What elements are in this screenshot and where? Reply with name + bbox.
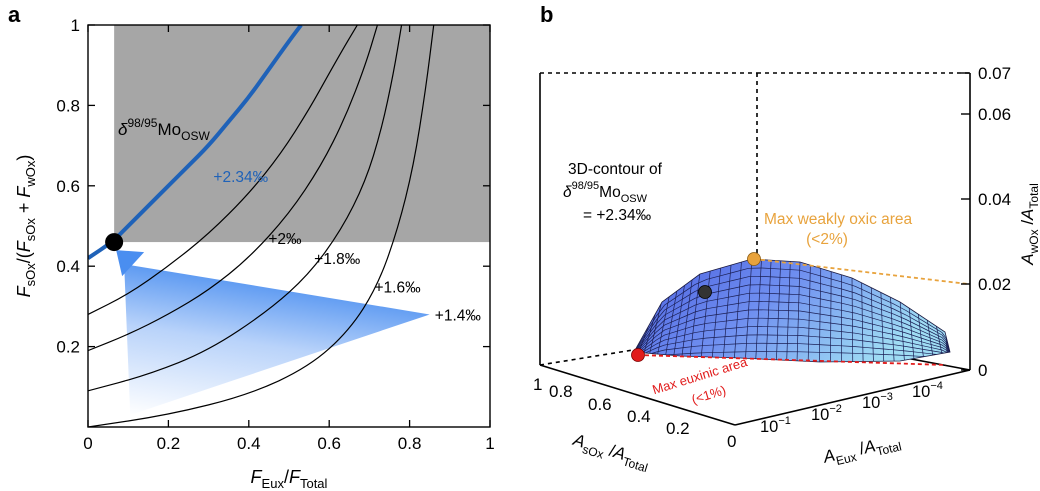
z-axis-ticks	[961, 72, 970, 371]
z-tick-2: 0.04	[978, 190, 1011, 209]
y-tick-3: 0.4	[627, 407, 651, 426]
mesh-line-v-14	[733, 259, 742, 362]
z-tick-0: 0	[978, 361, 987, 380]
mesh-line-h-7	[634, 317, 950, 357]
x-tick-label-4: 0.8	[398, 434, 422, 453]
panel-a: a 0 0.2 0.4 0.6 0.8 1 0.2 0.4 0.6 0.8 1 +2.34‰ +2‰ +…	[8, 2, 495, 491]
mesh-line-v-39	[948, 345, 950, 362]
z-tick-3: 0.06	[978, 105, 1011, 124]
panel-a-frame	[87, 24, 491, 428]
mesh-line-h-8	[634, 326, 950, 358]
series-line-2	[88, 25, 379, 352]
series-label-0: +2.34‰	[213, 169, 268, 186]
x-tick-label-b-1: 10−2	[811, 403, 842, 424]
series-label-3: +1.6‰	[374, 279, 421, 296]
y-tick-2: 0.6	[588, 395, 612, 414]
mesh-line-v-5	[647, 299, 663, 362]
x-tick-label-5: 1	[485, 434, 494, 453]
series-line-1	[88, 25, 358, 315]
mesh-line-h-9	[634, 334, 950, 359]
z-axis-label: AwOx /ATotal	[1018, 183, 1040, 266]
mesh-line-v-30	[899, 299, 905, 362]
mesh-line-v-6	[655, 294, 670, 362]
weakly-oxic-percent: (<2%)	[806, 231, 848, 248]
series-line-3	[88, 25, 403, 392]
shaded-region-label: δ98/95MoOSW	[118, 116, 210, 143]
series-label-4: +1.4‰	[435, 307, 482, 324]
x-tick-label-b-2: 10−3	[862, 391, 893, 412]
x-axis-label: FEux/FTotal	[251, 467, 328, 491]
box-frame	[539, 72, 971, 426]
intersection-marker	[105, 233, 124, 252]
arrow-fan	[124, 264, 430, 415]
surface-point	[698, 285, 712, 299]
x-tick-label-b-0: 10−1	[760, 415, 791, 436]
z-tick-4: 0.07	[978, 64, 1011, 83]
mesh-line-v-13	[722, 262, 732, 362]
weakly-oxic-dashed-line	[753, 258, 969, 285]
mesh-line-h-6	[634, 309, 950, 357]
y-tick-label-0: 0.2	[56, 338, 80, 357]
mesh-line-h-5	[634, 301, 950, 356]
y-tick-4: 0.2	[666, 419, 690, 438]
mesh-line-v-11	[700, 268, 711, 362]
arrow-head	[116, 250, 145, 277]
surface-mesh	[634, 259, 950, 362]
mesh-line-v-32	[917, 311, 925, 362]
shaded-region	[114, 25, 490, 243]
y-tick-label-1: 0.4	[56, 257, 80, 276]
contour-note-line3: = +2.34‰	[583, 207, 652, 224]
x-tick-label-1: 0.2	[157, 434, 181, 453]
max-euxinic-point	[631, 348, 645, 362]
contour-note-line1: 3D-contour of	[568, 161, 663, 178]
euxinic-percent: (<1%)	[690, 382, 728, 407]
panel-b-letter: b	[540, 2, 553, 27]
z-tick-1: 0.02	[978, 275, 1011, 294]
mesh-line-v-33	[926, 317, 935, 362]
series-line-4	[88, 25, 435, 427]
y-tick-5: 0	[727, 432, 736, 451]
mesh-line-h-3	[634, 284, 950, 355]
y-tick-1: 0.8	[549, 382, 573, 401]
mesh-line-v-29	[890, 295, 895, 362]
panel-a-letter: a	[8, 2, 21, 27]
contour-note-line2: δ98/95MoOSW	[563, 180, 648, 205]
y-axis-label: AsOx /ATotal	[569, 430, 652, 475]
euxinic-dashed-line	[637, 354, 947, 366]
x-axis-ticks: 10−1 10−2 10−3 10−4	[760, 380, 943, 436]
mesh-line-h-1	[634, 267, 950, 353]
y-tick-label-4: 1	[71, 16, 80, 35]
x-tick-label-0: 0	[83, 434, 92, 453]
y-axis-label: FsOx/(FsOx + FwOx)	[14, 155, 38, 298]
x-tick-label-3: 0.6	[317, 434, 341, 453]
mesh-line-h-2	[634, 275, 950, 354]
y-tick-0: 1	[533, 375, 542, 394]
series-label-2: +1.8‰	[314, 251, 361, 268]
mesh-line-h-4	[634, 292, 950, 355]
panel-b: b Max weakly oxic area (<2%) Max euxinic…	[533, 2, 1040, 475]
y-tick-label-3: 0.8	[56, 96, 80, 115]
x-tick-label-2: 0.4	[237, 434, 261, 453]
y-tick-label-2: 0.6	[56, 177, 80, 196]
mesh-line-h-10	[634, 342, 950, 360]
weakly-oxic-label: Max weakly oxic area	[764, 211, 913, 228]
series-label-1: +2‰	[268, 231, 302, 248]
mesh-line-v-12	[711, 265, 722, 362]
x-axis-label: AEux /ATotal	[821, 431, 903, 471]
mesh-line-v-15	[744, 259, 753, 362]
mesh-line-v-28	[880, 290, 885, 362]
mesh-line-v-31	[908, 305, 915, 362]
x-tick-label-b-3: 10−4	[912, 380, 943, 401]
max-weakly-oxic-point	[747, 252, 761, 266]
